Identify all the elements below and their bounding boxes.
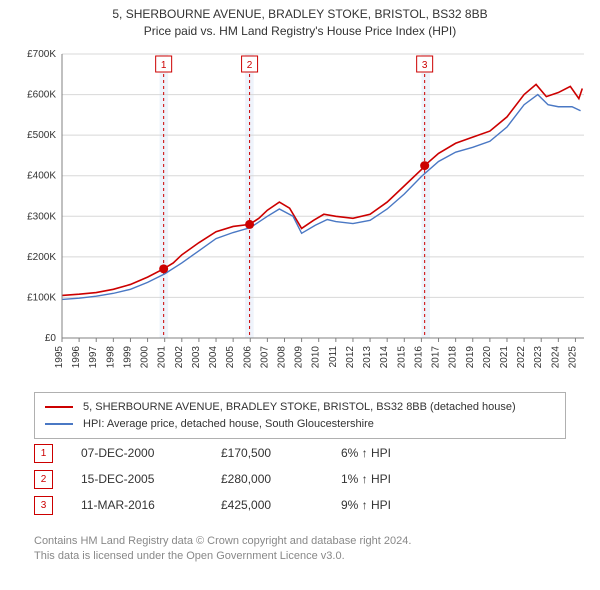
event-hpi: 9% ↑ HPI (341, 498, 391, 512)
price-chart: £0 £100K £200K £300K £400K £500K £600K £700K 199… (12, 48, 588, 378)
svg-text:2004: 2004 (208, 346, 219, 369)
event-hpi: 6% ↑ HPI (341, 446, 391, 460)
title-line-2: Price paid vs. HM Land Registry's House … (0, 23, 600, 40)
svg-text:2013: 2013 (362, 346, 373, 369)
svg-text:£700K: £700K (27, 49, 56, 60)
event-price: £170,500 (221, 446, 341, 460)
svg-text:2008: 2008 (276, 346, 287, 369)
event-date: 15-DEC-2005 (81, 472, 221, 486)
svg-text:2024: 2024 (550, 346, 561, 369)
svg-text:2025: 2025 (567, 346, 578, 369)
svg-text:2022: 2022 (516, 346, 527, 369)
svg-text:3: 3 (422, 60, 428, 71)
svg-text:£0: £0 (45, 333, 57, 344)
svg-text:1996: 1996 (71, 346, 82, 369)
svg-text:2009: 2009 (294, 346, 305, 369)
event-hpi: 1% ↑ HPI (341, 472, 391, 486)
svg-text:2017: 2017 (431, 346, 442, 369)
svg-text:2014: 2014 (379, 346, 390, 369)
chart-title-block: 5, SHERBOURNE AVENUE, BRADLEY STOKE, BRI… (0, 0, 600, 40)
svg-text:2023: 2023 (533, 346, 544, 369)
svg-text:2007: 2007 (259, 346, 270, 369)
footer-line-2: This data is licensed under the Open Gov… (34, 549, 566, 564)
event-number-box: 1 (34, 444, 53, 463)
footer-note: Contains HM Land Registry data © Crown c… (34, 534, 566, 564)
legend-swatch-2 (45, 423, 73, 425)
svg-text:2020: 2020 (482, 346, 493, 369)
svg-text:£500K: £500K (27, 130, 56, 141)
legend-row-1: 5, SHERBOURNE AVENUE, BRADLEY STOKE, BRI… (45, 399, 555, 416)
svg-text:2015: 2015 (396, 346, 407, 369)
svg-text:2010: 2010 (311, 346, 322, 369)
svg-text:2003: 2003 (191, 346, 202, 369)
svg-text:2: 2 (247, 60, 253, 71)
svg-text:2016: 2016 (413, 346, 424, 369)
svg-text:1: 1 (161, 60, 167, 71)
svg-text:1999: 1999 (122, 346, 133, 369)
svg-text:1995: 1995 (54, 346, 65, 369)
svg-text:2012: 2012 (345, 346, 356, 369)
svg-text:£300K: £300K (27, 211, 56, 222)
svg-text:£400K: £400K (27, 171, 56, 182)
svg-text:2002: 2002 (174, 346, 185, 369)
event-date: 07-DEC-2000 (81, 446, 221, 460)
legend-row-2: HPI: Average price, detached house, Sout… (45, 416, 555, 433)
event-number: 3 (41, 500, 47, 511)
svg-text:£100K: £100K (27, 292, 56, 303)
legend: 5, SHERBOURNE AVENUE, BRADLEY STOKE, BRI… (34, 392, 566, 439)
event-row: 1 07-DEC-2000 £170,500 6% ↑ HPI (34, 440, 566, 466)
svg-text:2018: 2018 (448, 346, 459, 369)
legend-label-1: 5, SHERBOURNE AVENUE, BRADLEY STOKE, BRI… (83, 399, 516, 416)
event-date: 11-MAR-2016 (81, 498, 221, 512)
event-row: 2 15-DEC-2005 £280,000 1% ↑ HPI (34, 466, 566, 492)
svg-text:£600K: £600K (27, 90, 56, 101)
svg-text:2006: 2006 (242, 346, 253, 369)
chart-svg: £0 £100K £200K £300K £400K £500K £600K £700K 199… (12, 48, 588, 378)
footer-line-1: Contains HM Land Registry data © Crown c… (34, 534, 566, 549)
event-price: £280,000 (221, 472, 341, 486)
svg-text:2021: 2021 (499, 346, 510, 369)
svg-text:2019: 2019 (465, 346, 476, 369)
svg-text:1997: 1997 (88, 346, 99, 369)
event-price: £425,000 (221, 498, 341, 512)
event-number: 2 (41, 474, 47, 485)
title-line-1: 5, SHERBOURNE AVENUE, BRADLEY STOKE, BRI… (0, 6, 600, 23)
events-table: 1 07-DEC-2000 £170,500 6% ↑ HPI 2 15-DEC… (34, 440, 566, 518)
svg-text:2000: 2000 (140, 346, 151, 369)
event-row: 3 11-MAR-2016 £425,000 9% ↑ HPI (34, 492, 566, 518)
event-number-box: 3 (34, 496, 53, 515)
svg-text:£200K: £200K (27, 252, 56, 263)
svg-text:1998: 1998 (105, 346, 116, 369)
svg-text:2005: 2005 (225, 346, 236, 369)
legend-swatch-1 (45, 406, 73, 408)
svg-text:2001: 2001 (157, 346, 168, 369)
event-number-box: 2 (34, 470, 53, 489)
event-number: 1 (41, 448, 47, 459)
svg-text:2011: 2011 (328, 346, 339, 368)
legend-label-2: HPI: Average price, detached house, Sout… (83, 416, 374, 433)
